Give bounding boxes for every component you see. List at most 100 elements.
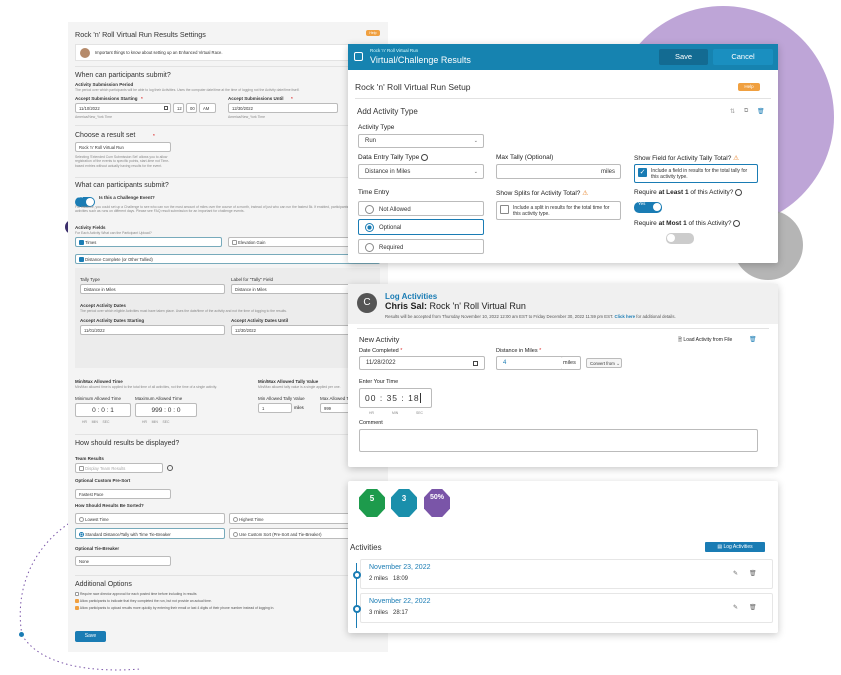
result-set-select[interactable]: Rock 'n' Roll Virtual Run: [75, 142, 171, 152]
accept-start-date[interactable]: 11/10/2022: [75, 103, 171, 113]
activity-item[interactable]: November 23, 2022 2 miles 18:09 ✎ 🗑: [353, 559, 773, 589]
tiebreaker-select[interactable]: None: [75, 556, 171, 566]
click-here-link[interactable]: Click here: [614, 314, 636, 319]
trash-icon[interactable]: 🗑: [749, 337, 757, 343]
timeline-dot: [353, 605, 361, 613]
convert-dropdown[interactable]: Convert from ⌄: [586, 358, 622, 368]
file-icon: 🗎: [678, 337, 683, 343]
badge-count-green: 5: [359, 489, 385, 517]
modal-save-button[interactable]: Save: [659, 49, 708, 65]
copy-icon[interactable]: ⧉: [744, 108, 749, 114]
tally-type-select[interactable]: Distance in Miles: [80, 284, 225, 294]
accept-dates-label: Accept Activity Dates: [80, 303, 126, 308]
comment-label: Comment: [359, 420, 383, 426]
log-accept-note: Results will be accepted from Thursday N…: [385, 314, 676, 319]
add-activity-title: Add Activity Type: [357, 107, 418, 116]
min-time-units: HR MIN SEC: [82, 420, 110, 424]
challenge-toggle[interactable]: [75, 196, 95, 207]
timeline-dot: [353, 571, 361, 579]
time-minute[interactable]: 35: [386, 393, 399, 403]
max-time-label: Maximum Allowed Time: [135, 396, 183, 401]
elevation-checkbox[interactable]: [232, 240, 237, 246]
splits-label: Show Splits for Activity Total? ⚠: [496, 190, 589, 197]
section-what: What can participants submit?: [75, 182, 169, 189]
require-most-toggle[interactable]: [666, 233, 695, 245]
activities-title: Activities: [350, 543, 382, 552]
edit-icon[interactable]: ✎: [733, 571, 739, 577]
trash-icon[interactable]: 🗑: [749, 571, 757, 577]
field-distance[interactable]: Distance Complete (or Other Tallied): [75, 254, 380, 264]
splits-checkbox-box[interactable]: Include a split in results for the total…: [496, 201, 621, 220]
badge-percent-purple: 50%: [424, 489, 450, 517]
min-time-label: Minimum Allowed Time: [75, 396, 122, 401]
min-tally-input[interactable]: 1: [258, 403, 292, 413]
decorative-dotted-arc: [19, 500, 237, 671]
team-select[interactable]: Display Team Results: [75, 463, 163, 473]
field-times[interactable]: Times: [75, 237, 222, 247]
section-additional: Additional Options: [75, 581, 132, 588]
opt-required[interactable]: Required: [358, 239, 484, 254]
sort-standard[interactable]: Standard Distance/Tally with Time Tie-Br…: [75, 528, 225, 539]
max-time-units: HR MIN SEC: [142, 420, 170, 424]
require-least-label: Require at Least 1 of this Activity?: [634, 189, 743, 196]
distance-unit: miles: [561, 356, 581, 370]
accept-start-ampm[interactable]: AM: [199, 103, 216, 113]
max-time-input[interactable]: 999 : 0 : 0: [135, 403, 197, 417]
move-icon[interactable]: ⇅: [730, 109, 736, 115]
date-input[interactable]: 11/28/2022: [359, 356, 485, 370]
distance-checkbox[interactable]: [79, 257, 84, 263]
section-when: When can participants submit?: [75, 72, 171, 79]
result-set-note: Selecting 'Extended Cum Submission Set' …: [75, 155, 170, 168]
accept-start-hour[interactable]: 12: [173, 103, 184, 113]
activity-date[interactable]: November 22, 2022: [369, 598, 431, 605]
info-icon: [167, 465, 173, 471]
trash-icon[interactable]: 🗑: [757, 109, 765, 115]
time-second[interactable]: 18: [408, 393, 421, 403]
activity-item[interactable]: November 22, 2022 3 miles 28:17 ✎ 🗑: [353, 593, 773, 623]
require-least-toggle[interactable]: [634, 202, 662, 214]
activity-type-label: Activity Type: [358, 124, 395, 131]
edit-icon: [354, 52, 363, 61]
max-tally-input[interactable]: miles: [496, 164, 621, 179]
modal-cancel-button[interactable]: Cancel: [713, 49, 773, 65]
edit-icon[interactable]: ✎: [733, 605, 739, 611]
tally-label-label: Label for "Tally" Field: [231, 277, 273, 282]
settings-save-button[interactable]: Save: [75, 631, 106, 642]
log-title: Log Activities: [385, 292, 438, 301]
date-label: Date Completed *: [359, 348, 403, 354]
warning-icon: ⚠: [733, 155, 739, 162]
log-activities-card: C Log Activities Chris Sal: Rock 'n' Rol…: [348, 284, 778, 467]
time-input[interactable]: 00 : 35 : 18: [359, 388, 432, 408]
opt-not-allowed[interactable]: Not Allowed: [358, 201, 484, 216]
splits-checkbox[interactable]: [500, 205, 509, 214]
setup-help-button[interactable]: Help: [738, 83, 760, 91]
sort-lowest[interactable]: Lowest Time: [75, 513, 225, 524]
times-checkbox[interactable]: [79, 240, 84, 246]
max-tally-label: Max Tally (Optional): [496, 154, 554, 161]
presort-select[interactable]: Fastest Pace: [75, 489, 171, 499]
log-activities-button[interactable]: ▤ Log Activities: [705, 542, 765, 552]
help-button[interactable]: Help: [366, 30, 380, 36]
load-file-link[interactable]: 🗎 Load Activity from File: [678, 337, 733, 343]
activity-type-select[interactable]: Run ⌄: [358, 134, 484, 148]
team-checkbox[interactable]: [79, 466, 84, 472]
show-field-checkbox-box[interactable]: ✓ Include a field in results for the tota…: [634, 164, 758, 183]
act-start-date[interactable]: 11/01/2022: [80, 325, 225, 335]
data-entry-select[interactable]: Distance in Miles ⌄: [358, 164, 484, 179]
max-tally-input-bg[interactable]: 999: [320, 403, 350, 413]
time-hour[interactable]: 00: [365, 393, 377, 403]
user-avatar: C: [357, 293, 377, 313]
option-no-time[interactable]: Allow participants to indicate that they…: [75, 599, 375, 604]
option-approval[interactable]: Require race director approval for each …: [75, 592, 375, 597]
opt-optional[interactable]: Optional: [358, 219, 484, 235]
trash-icon[interactable]: 🗑: [749, 605, 757, 611]
accept-until-date[interactable]: 12/30/2022: [228, 103, 338, 113]
accept-start-minute[interactable]: 00: [186, 103, 197, 113]
option-quick-upload[interactable]: Allow participants to upload results mor…: [75, 606, 375, 611]
show-field-checkbox[interactable]: ✓: [638, 168, 647, 177]
tally-type-label: Tally Type: [80, 277, 100, 282]
fields-label: Activity Fields: [75, 225, 106, 230]
comment-textarea[interactable]: [359, 429, 758, 452]
min-time-input[interactable]: 0 : 0 : 1: [75, 403, 131, 417]
activity-date[interactable]: November 23, 2022: [369, 564, 431, 571]
